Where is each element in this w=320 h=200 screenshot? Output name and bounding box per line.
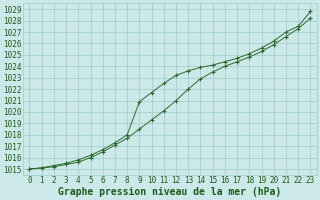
X-axis label: Graphe pression niveau de la mer (hPa): Graphe pression niveau de la mer (hPa) [58, 186, 282, 197]
